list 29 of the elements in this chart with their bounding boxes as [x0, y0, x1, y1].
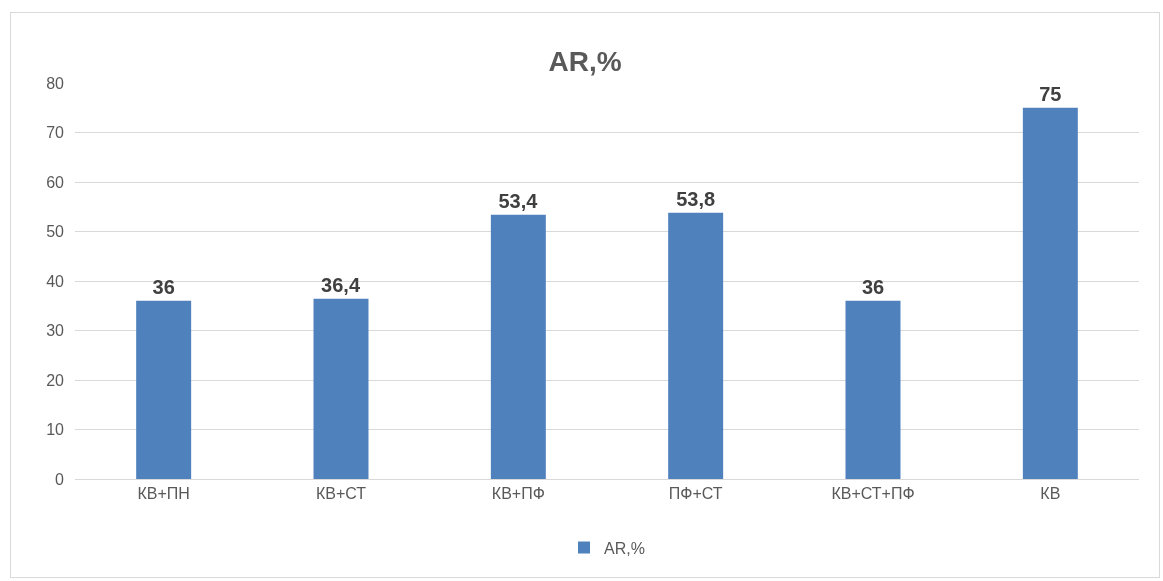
bar	[845, 300, 901, 479]
x-tick-label: КВ+ПФ	[491, 485, 545, 503]
y-tick-label: 40	[46, 272, 65, 290]
data-label: 53,4	[498, 189, 539, 212]
x-tick-label: КВ+СТ+ПФ	[831, 485, 915, 503]
bar	[1022, 107, 1078, 479]
bar	[668, 212, 724, 479]
y-tick-label: 50	[46, 223, 65, 241]
bar	[136, 300, 192, 479]
x-tick-label: КВ+ПН	[137, 485, 190, 503]
bar	[490, 214, 546, 479]
x-tick-label: ПФ+СТ	[668, 485, 723, 503]
y-tick-label: 20	[46, 371, 65, 389]
chart-title: AR,%	[548, 45, 622, 77]
legend-label: AR,%	[604, 539, 645, 557]
data-label: 36,4	[321, 273, 361, 296]
y-tick-label: 10	[46, 421, 65, 439]
y-tick-label: 60	[46, 173, 65, 191]
x-tick-label: КВ+СТ	[315, 485, 367, 503]
bar	[313, 298, 369, 479]
y-tick-label: 0	[55, 470, 65, 488]
y-tick-label: 70	[46, 124, 65, 142]
y-tick-label: 30	[46, 322, 65, 340]
data-label: 36	[861, 275, 885, 298]
data-label: 36	[152, 275, 175, 298]
data-label: 53,8	[676, 187, 716, 210]
data-label: 75	[1039, 82, 1062, 105]
x-tick-label: КВ	[1040, 485, 1061, 503]
y-tick-label: 80	[46, 74, 65, 92]
